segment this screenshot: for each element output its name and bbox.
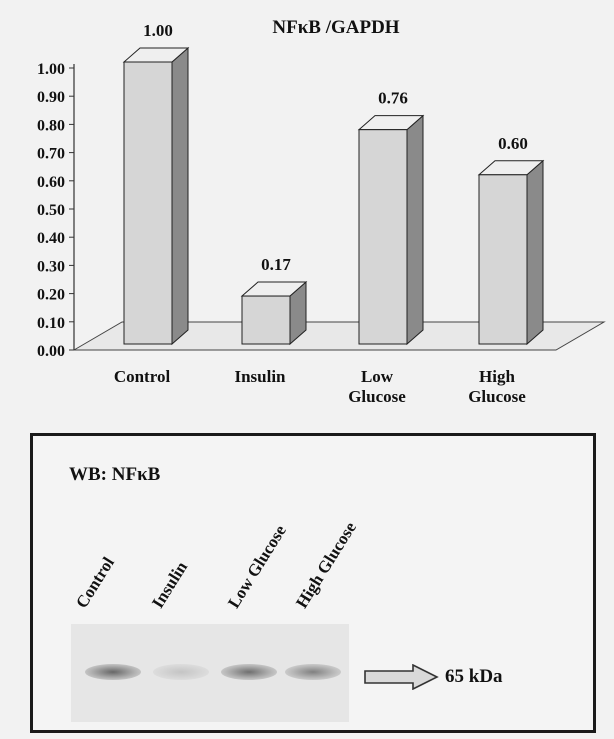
data-label: 1.00: [143, 21, 173, 40]
bar-low-glucose: [357, 114, 425, 346]
bar-side: [526, 159, 544, 346]
bar-control: [122, 46, 190, 346]
x-tick-label: Control: [114, 367, 171, 386]
y-tick-label: 0.80: [37, 117, 65, 134]
y-tick-label: 0.00: [37, 343, 65, 360]
band-size-label: 65 kDa: [445, 666, 503, 687]
x-tick-label: Insulin: [234, 367, 286, 386]
y-tick-label: 0.30: [37, 258, 65, 275]
y-tick-label: 0.20: [37, 287, 65, 304]
bar-chart: NFκB /GAPDH 0.00 0.10 0.20 0.30 0.40 0.50 0.60…: [37, 17, 606, 406]
y-tick-label: 0.90: [37, 89, 65, 106]
data-label: 0.17: [261, 255, 291, 274]
bar-front: [478, 174, 528, 345]
x-tick-label: Low: [361, 367, 394, 386]
y-tick-label: 1.00: [37, 61, 65, 78]
x-tick-label: Glucose: [468, 387, 526, 406]
blot-band: [85, 664, 141, 680]
bar-front: [358, 129, 408, 345]
y-tick-label: 0.10: [37, 315, 65, 332]
blot-image: [71, 624, 349, 722]
bar-side: [171, 46, 189, 346]
y-tick-label: 0.50: [37, 202, 65, 219]
chart-title: NFκB /GAPDH: [272, 17, 399, 38]
data-label: 0.76: [378, 89, 408, 108]
data-label: 0.60: [498, 134, 528, 153]
western-blot-panel: WB: NFκB Control Insulin Low Glucose Hig…: [30, 433, 596, 733]
blot-band: [285, 664, 341, 680]
western-blot-title: WB: NFκB: [69, 464, 161, 485]
blot-band: [221, 664, 277, 680]
lane-label-high-glucose: High Glucose: [292, 518, 360, 612]
chart-floor: [72, 321, 606, 351]
bar-side: [406, 114, 424, 346]
lane-label-low-glucose: Low Glucose: [224, 521, 290, 612]
lane-label-insulin: Insulin: [148, 558, 192, 612]
x-tick-label: Glucose: [348, 387, 406, 406]
x-tick-label: High: [479, 367, 515, 386]
bar-front: [241, 295, 291, 345]
right-arrow-icon: [364, 664, 439, 690]
lane-label-control: Control: [72, 553, 119, 612]
bar-front: [123, 61, 173, 345]
blot-band: [153, 664, 209, 680]
bar-high-glucose: [477, 159, 545, 346]
y-tick-label: 0.60: [37, 174, 65, 191]
y-tick-label: 0.40: [37, 230, 65, 247]
y-tick-label: 0.70: [37, 146, 65, 163]
bar-insulin: [240, 280, 308, 346]
